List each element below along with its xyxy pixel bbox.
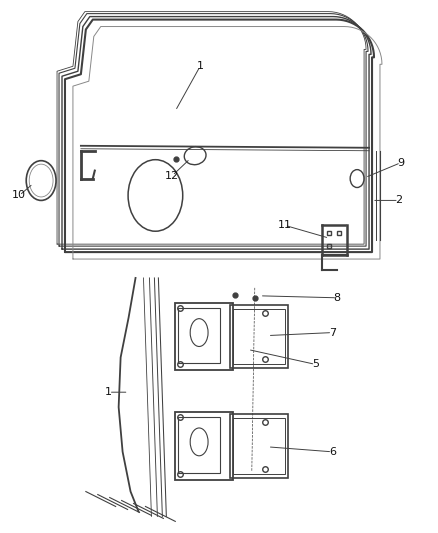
Text: 1: 1: [197, 61, 204, 71]
Text: 12: 12: [165, 171, 179, 181]
Text: 11: 11: [278, 220, 292, 230]
Text: 1: 1: [105, 387, 112, 397]
Text: 2: 2: [395, 196, 403, 205]
Text: 6: 6: [329, 447, 336, 457]
Text: 9: 9: [397, 158, 404, 168]
Text: 8: 8: [334, 293, 341, 303]
Text: 7: 7: [328, 328, 336, 337]
Text: 5: 5: [312, 359, 319, 369]
Text: 10: 10: [12, 190, 26, 200]
